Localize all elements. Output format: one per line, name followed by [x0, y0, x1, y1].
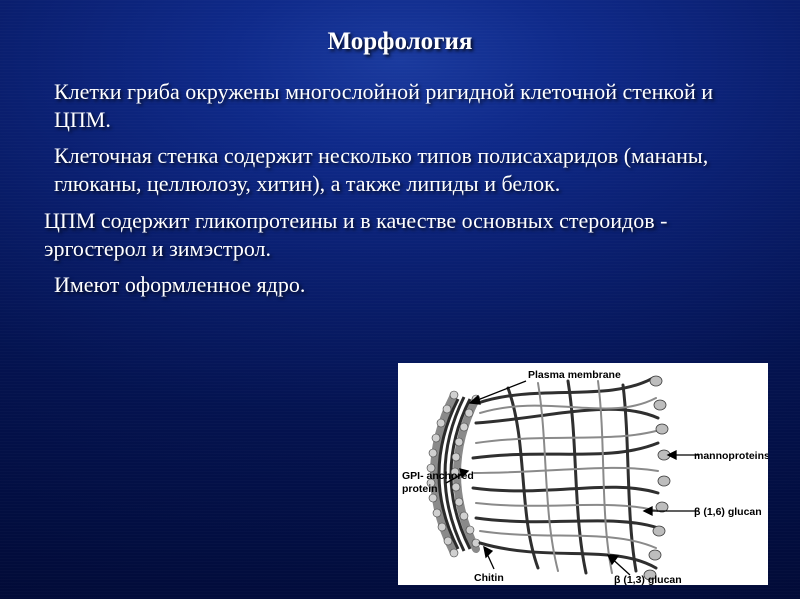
- label-gpi-l1: GPI- anchored: [402, 470, 474, 482]
- paragraph-1: Клетки гриба окружены многослойной ригид…: [36, 78, 764, 134]
- cell-wall-diagram: Plasma membrane GPI- anchored protein ma…: [398, 363, 768, 585]
- label-b13: β (1,3) glucan: [614, 574, 682, 585]
- paragraph-3: ЦПМ содержит гликопротеины и в качестве …: [36, 207, 764, 263]
- paragraph-4: Имеют оформленное ядро.: [36, 271, 764, 299]
- label-gpi-l2: protein: [402, 483, 438, 495]
- label-chitin: Chitin: [474, 572, 504, 584]
- label-mannoproteins: mannoproteins: [694, 450, 768, 462]
- paragraph-2: Клеточная стенка содержит несколько типо…: [36, 142, 764, 198]
- glucan-mesh-icon: [473, 376, 670, 580]
- slide: Морфология Клетки гриба окружены многосл…: [0, 0, 800, 599]
- label-b16: β (1,6) glucan: [694, 506, 762, 518]
- label-plasma-membrane: Plasma membrane: [528, 369, 621, 381]
- slide-title: Морфология: [36, 28, 764, 56]
